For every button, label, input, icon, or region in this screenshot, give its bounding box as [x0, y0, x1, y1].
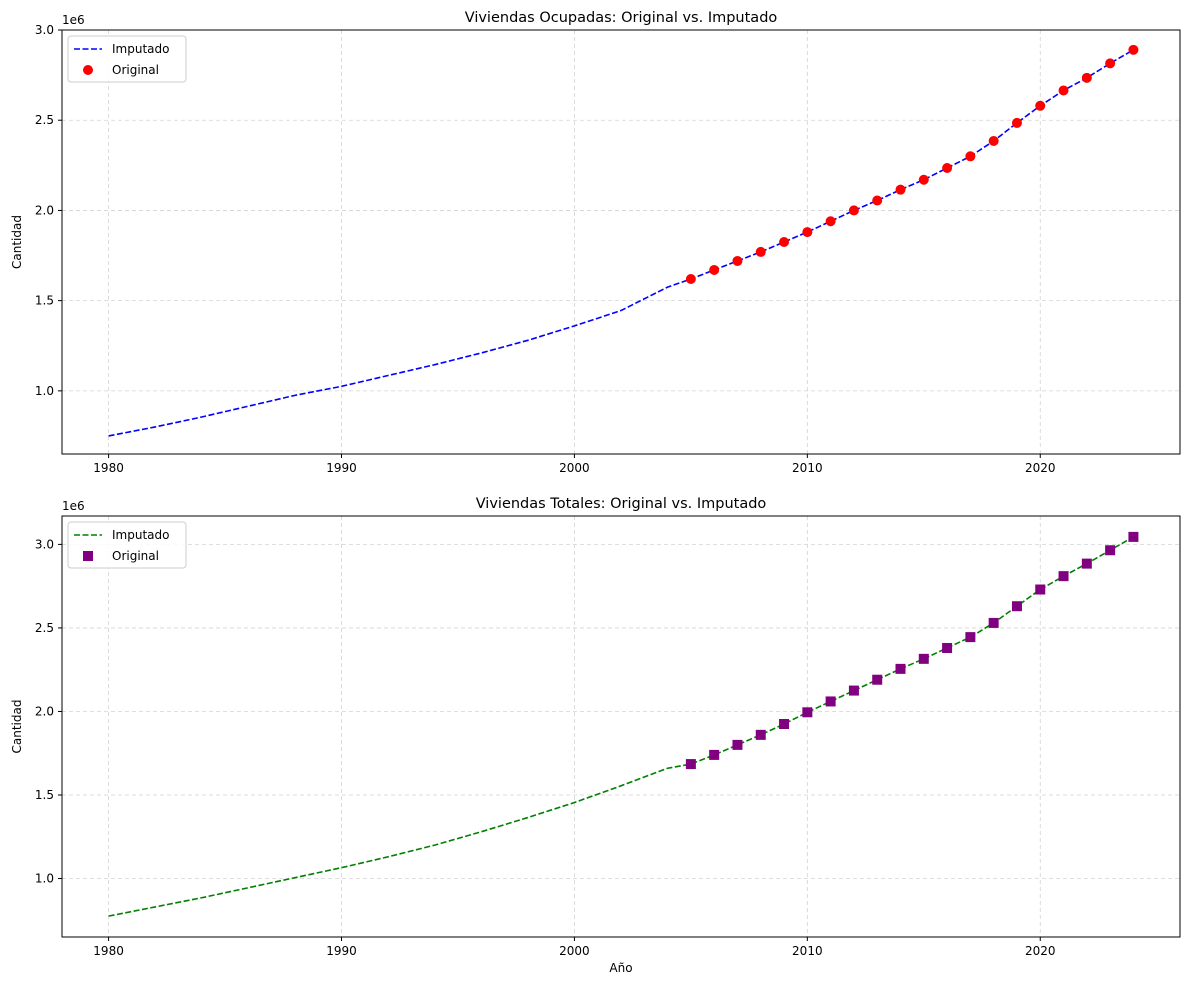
data-point-original: [942, 642, 953, 653]
legend-swatch-original: [83, 65, 93, 75]
legend-label: Imputado: [112, 42, 169, 56]
x-tick-label: 1990: [326, 461, 357, 475]
series-imputado: [108, 49, 1134, 437]
y-offset-text: 1e6: [62, 13, 85, 27]
data-point-original: [1081, 72, 1092, 83]
data-point-original: [732, 255, 743, 266]
chart-title: Viviendas Ocupadas: Original vs. Imputad…: [465, 10, 778, 26]
x-tick-label: 2000: [559, 461, 590, 475]
data-point-original: [988, 617, 999, 628]
series-line-imputado: [108, 536, 1134, 917]
x-tick-label: 2020: [1025, 944, 1056, 958]
data-point-original: [802, 227, 813, 238]
data-point-original: [1035, 100, 1046, 111]
data-point-original: [779, 718, 790, 729]
x-axis-label: Año: [609, 961, 632, 975]
data-point-original: [1058, 571, 1069, 582]
y-tick-label: 2.5: [35, 621, 54, 635]
y-tick-label: 3.0: [35, 537, 54, 551]
data-point-original: [895, 184, 906, 195]
y-tick-label: 1.0: [35, 872, 54, 886]
data-point-original: [965, 151, 976, 162]
data-point-original: [685, 759, 696, 770]
y-tick-label: 1.5: [35, 788, 54, 802]
data-point-original: [685, 273, 696, 284]
series-line-imputado: [108, 49, 1134, 437]
y-tick-label: 1.0: [35, 384, 54, 398]
data-point-original: [1035, 584, 1046, 595]
y-axis-label: Cantidad: [10, 215, 24, 269]
data-point-original: [872, 674, 883, 685]
legend: Imputado Original: [67, 35, 187, 83]
data-point-original: [1011, 601, 1022, 612]
grid: [62, 516, 1180, 937]
x-tick-label: 2010: [792, 461, 823, 475]
data-point-original: [732, 739, 743, 750]
series-imputado: [108, 536, 1134, 917]
x-tick-label: 2010: [792, 944, 823, 958]
data-point-original: [825, 696, 836, 707]
legend-box: [67, 35, 187, 83]
plot-frame: [61, 29, 1181, 455]
data-point-original: [895, 663, 906, 674]
x-tick-label: 2000: [559, 944, 590, 958]
data-point-original: [1128, 531, 1139, 542]
y-tick-label: 2.0: [35, 203, 54, 217]
x-tick-label: 2020: [1025, 461, 1056, 475]
legend-label: Imputado: [112, 528, 169, 542]
data-point-original: [755, 246, 766, 257]
legend-label: Original: [112, 549, 159, 563]
data-point-original: [779, 237, 790, 247]
data-point-original: [1058, 85, 1069, 96]
y-tick-label: 3.0: [35, 23, 54, 37]
x-tick-label: 1990: [326, 944, 357, 958]
series-original: [685, 531, 1139, 770]
data-point-original: [942, 163, 953, 174]
data-point-original: [802, 707, 813, 718]
legend: Imputado Original: [67, 521, 187, 569]
data-point-original: [965, 632, 976, 643]
data-point-original: [825, 216, 836, 227]
y-tick-label: 2.0: [35, 704, 54, 718]
x-tick-label: 1980: [93, 944, 124, 958]
y-axis-label: Cantidad: [10, 700, 24, 754]
data-point-original: [848, 205, 859, 216]
chart-viviendas-totales: 1980 1990 2000 2010 2020 1.0 1.5 2.0 2.5 3.0 1e6 Vi…: [10, 496, 1181, 975]
data-point-original: [1011, 117, 1022, 128]
x-tick-label: 1980: [93, 461, 124, 475]
data-point-original: [1081, 558, 1092, 569]
data-point-original: [1128, 44, 1139, 55]
chart-viviendas-ocupadas: 1980 1990 2000 2010 2020 1.0 1.5 2.0 2.5 3.0 1e6 Vi…: [10, 10, 1181, 475]
data-point-original: [988, 135, 999, 146]
data-point-original: [918, 653, 929, 664]
data-point-original: [709, 264, 720, 275]
y-offset-text: 1e6: [62, 499, 85, 513]
data-point-original: [1105, 58, 1116, 69]
data-point-original: [848, 685, 859, 696]
data-point-original: [755, 729, 766, 740]
legend-box: [67, 521, 187, 569]
legend-label: Original: [112, 63, 159, 77]
data-point-original: [872, 195, 883, 206]
series-original: [685, 44, 1139, 284]
data-point-original: [918, 174, 929, 185]
chart-title: Viviendas Totales: Original vs. Imputado: [476, 496, 767, 512]
y-tick-label: 2.5: [35, 113, 54, 127]
data-point-original: [1105, 545, 1116, 556]
y-tick-label: 1.5: [35, 294, 54, 308]
data-point-original: [709, 749, 720, 760]
legend-swatch-original: [83, 551, 93, 561]
plot-frame: [61, 515, 1181, 938]
